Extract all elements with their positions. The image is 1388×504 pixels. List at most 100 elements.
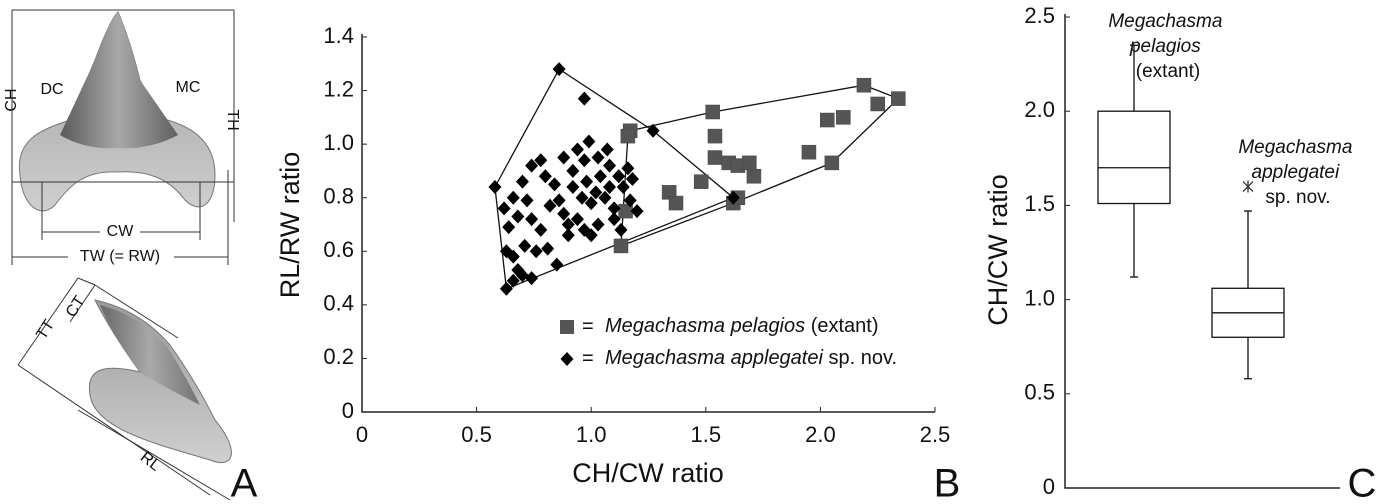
x-axis-label: CH/CW ratio (572, 458, 724, 488)
y-tick-label: 0 (342, 398, 354, 423)
point (518, 238, 532, 253)
point (620, 128, 636, 144)
y-axis-label: CH/CW ratio (983, 174, 1013, 326)
point (623, 193, 637, 208)
point (742, 155, 757, 171)
legend-swatch (560, 320, 574, 334)
y-tick-label: 0.6 (323, 237, 354, 262)
point (529, 244, 543, 259)
point (746, 169, 762, 184)
convex-hull (620, 84, 900, 247)
point (552, 62, 566, 77)
point (705, 104, 720, 120)
point (511, 209, 525, 224)
point (520, 193, 534, 208)
point (891, 91, 906, 106)
category-label: Megachasma pelagios (extant) (1108, 11, 1227, 82)
tooth-lateral-crown (100, 305, 200, 405)
point (541, 241, 555, 256)
point (616, 180, 630, 194)
point (577, 153, 591, 168)
point (580, 174, 594, 189)
legend-entry: Megachasma applegatei sp. nov. (605, 347, 897, 369)
dimension-label: CH (3, 88, 20, 111)
y-tick-label: 1.0 (1024, 285, 1055, 310)
x-tick-label: 1.5 (691, 422, 722, 447)
point (693, 174, 709, 189)
point (707, 150, 723, 165)
point (552, 193, 566, 208)
x-tick-label: 0.5 (461, 422, 492, 447)
point (856, 77, 872, 93)
point (824, 155, 840, 171)
point (593, 169, 607, 184)
point (502, 220, 516, 235)
legend-entry: Megachasma pelagios (extant) (605, 315, 879, 337)
point (612, 169, 626, 184)
point (570, 212, 584, 227)
point (646, 123, 660, 138)
panel-c: 0 0.5 1.0 1.5 2.0 2.5 CH/CW ratio C Megachasma p… (983, 3, 1376, 504)
point (525, 212, 539, 227)
point (630, 204, 644, 219)
panel-label: A (231, 462, 258, 504)
point (566, 163, 580, 178)
point (836, 110, 851, 125)
point (584, 228, 598, 243)
point (506, 190, 520, 205)
legend-swatch (560, 352, 574, 366)
panel-b: 0 0.2 0.4 0.6 0.8 1.0 1.2 1.4 0 0.5 1.0 1.5 2.0 2.5 RL… (275, 23, 960, 504)
y-tick-label: 1.2 (323, 76, 354, 101)
dimension-label: TW (= RW) (80, 248, 160, 265)
point (613, 238, 629, 254)
panel-label: C (1348, 462, 1377, 504)
point (820, 112, 835, 128)
convex-hull (494, 68, 735, 290)
point (548, 177, 562, 192)
point (801, 144, 817, 160)
point (497, 201, 511, 216)
point (561, 217, 575, 232)
point (598, 190, 612, 205)
dimension-label: TT (33, 317, 58, 343)
dimension-label: MC (176, 79, 201, 96)
point (570, 142, 584, 157)
point (589, 185, 603, 200)
x-tick-label: 0 (356, 422, 368, 447)
y-tick-label: 2.0 (1024, 97, 1055, 122)
y-tick-label: 0.2 (323, 344, 354, 369)
outlier (1242, 180, 1254, 193)
dimension-label: CW (107, 223, 135, 240)
point (550, 257, 564, 272)
point (582, 134, 596, 149)
y-tick-label: 1.0 (323, 130, 354, 155)
point (726, 190, 740, 205)
point (584, 196, 598, 211)
y-axis-label: RL/RW ratio (275, 152, 305, 299)
point (575, 190, 589, 205)
point (870, 96, 885, 112)
x-tick-label: 2.5 (920, 422, 951, 447)
point (538, 169, 552, 184)
y-tick-label: 0.5 (1024, 380, 1055, 405)
y-tick-label: 0.8 (323, 184, 354, 209)
point (668, 195, 684, 211)
dimension-label: RL (137, 449, 164, 475)
point (577, 91, 591, 106)
point (515, 174, 529, 189)
x-tick-label: 2.0 (805, 422, 836, 447)
point (525, 158, 539, 173)
point (557, 150, 571, 165)
y-tick-label: 1.5 (1024, 191, 1055, 216)
point (600, 142, 614, 157)
legend-prefix: = (582, 347, 594, 369)
box (1097, 110, 1171, 205)
x-tick-label: 1.0 (576, 422, 607, 447)
point (534, 222, 548, 237)
point (534, 153, 548, 168)
dimension-label: CT (63, 293, 89, 320)
point (591, 150, 605, 165)
y-tick-label: 0.4 (323, 291, 354, 316)
y-tick-label: 2.5 (1024, 3, 1055, 28)
